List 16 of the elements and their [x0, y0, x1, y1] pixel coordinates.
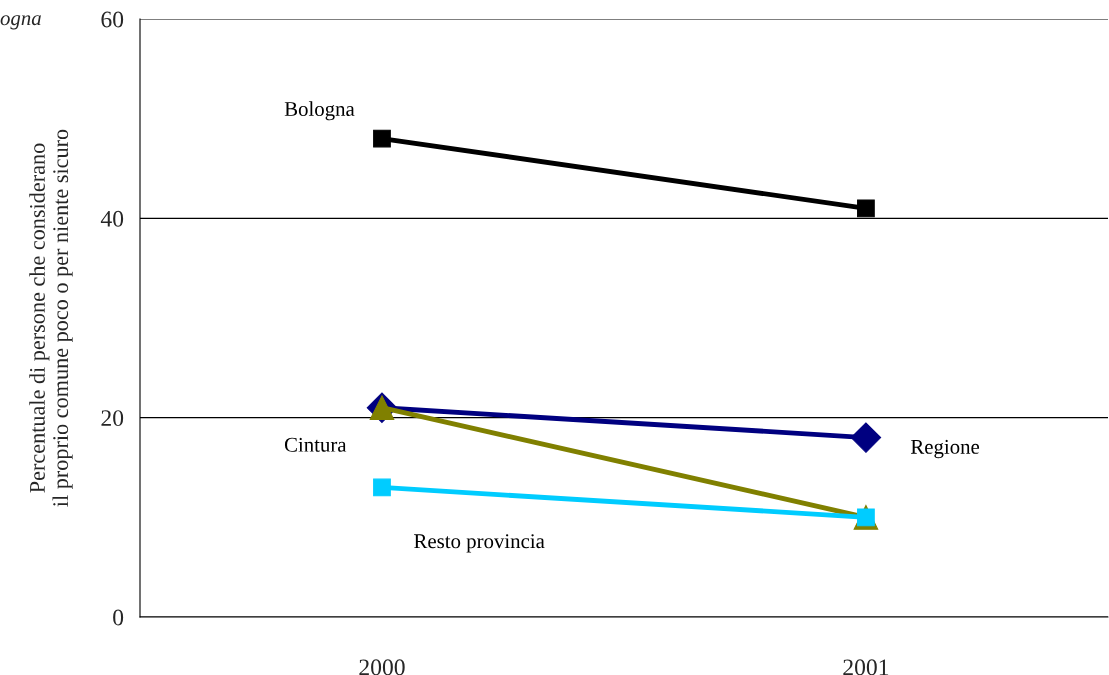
point — [850, 422, 882, 453]
y-tick-label: 40 — [100, 210, 124, 227]
series-label: Regione — [910, 439, 980, 459]
x-tick-label: 2001 — [843, 659, 889, 675]
y-tick-label: 0 — [113, 609, 124, 626]
series-label: Resto provincia — [414, 534, 545, 553]
y-tick-label: 20 — [101, 410, 124, 427]
y-tick-label: 60 — [101, 11, 124, 28]
point — [373, 478, 391, 497]
series-label: Cintura — [284, 437, 347, 452]
series-label: Bologna — [284, 101, 355, 121]
point — [373, 129, 391, 148]
text: ogna — [0, 15, 41, 30]
x-tick-label: 2000 — [359, 659, 405, 675]
point — [857, 199, 875, 218]
y-axis-title: Percentuale di persone che considerano il proprio comune poco o per niente sicuro — [29, 129, 73, 507]
